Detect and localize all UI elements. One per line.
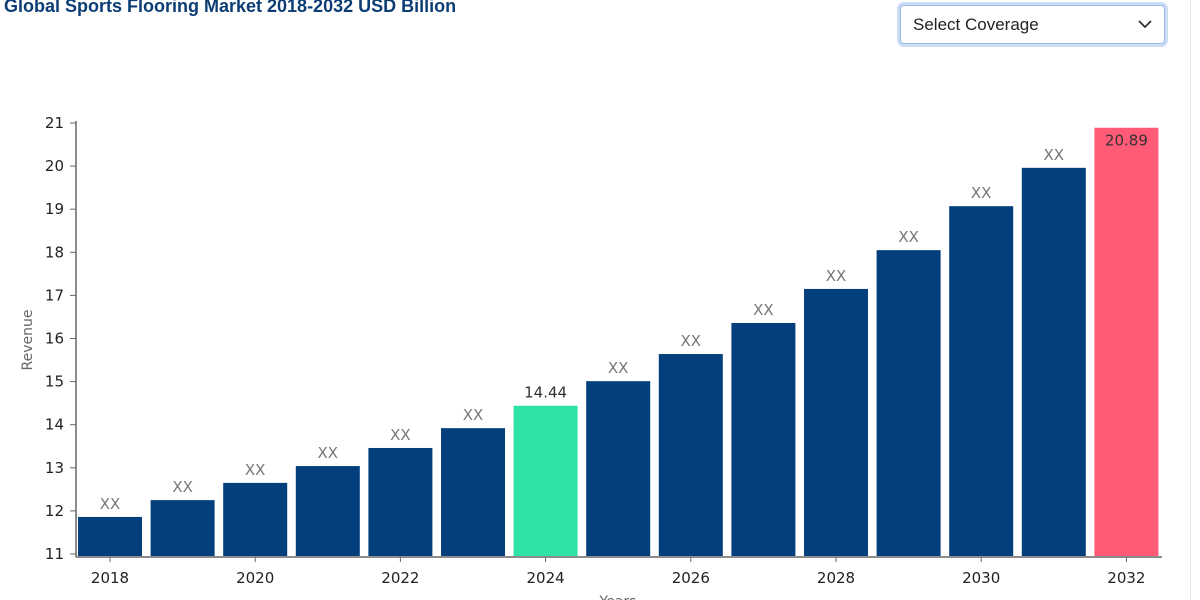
x-tick-label: 2018 — [91, 569, 129, 587]
data-label: XX — [753, 301, 774, 319]
data-label: XX — [826, 267, 847, 285]
bar-2019 — [150, 500, 215, 556]
bar-2025 — [586, 381, 651, 556]
bar-2026 — [658, 354, 723, 556]
x-tick-label: 2022 — [381, 569, 419, 587]
x-axis-label: Years — [599, 594, 637, 600]
data-label: XX — [898, 228, 919, 246]
bar-2022 — [368, 447, 433, 556]
y-tick-label: 13 — [45, 459, 64, 477]
y-tick-label: 12 — [45, 502, 64, 520]
data-label: XX — [245, 461, 266, 479]
y-tick-label: 16 — [45, 330, 64, 348]
coverage-select-value: Select Coverage — [913, 14, 1039, 34]
bar-2027 — [731, 322, 796, 556]
data-label: XX — [318, 444, 339, 462]
bar-2020 — [223, 482, 288, 556]
bar-2023 — [441, 428, 505, 556]
bar-2032 — [1094, 127, 1159, 556]
bar-2024 — [513, 405, 578, 556]
data-label: XX — [1044, 146, 1065, 164]
bar-2029 — [876, 250, 941, 556]
data-label: XX — [463, 406, 484, 424]
x-tick-label: 2020 — [236, 569, 274, 587]
data-label: XX — [681, 332, 702, 350]
coverage-select[interactable]: Select Coverage — [900, 5, 1165, 44]
bar-2018 — [78, 516, 142, 556]
y-tick-label: 14 — [45, 416, 64, 434]
x-tick-label: 2024 — [527, 569, 565, 587]
divider — [1190, 0, 1191, 600]
bar-2021 — [295, 466, 360, 556]
data-label: XX — [971, 184, 992, 202]
y-tick-label: 21 — [45, 114, 64, 132]
data-label: 20.89 — [1105, 132, 1148, 150]
data-label: XX — [608, 359, 629, 377]
bar-2030 — [949, 206, 1014, 557]
x-tick-label: 2030 — [962, 569, 1000, 587]
y-tick-label: 19 — [45, 200, 64, 218]
data-label: 14.44 — [524, 384, 567, 402]
y-tick-label: 18 — [45, 243, 64, 261]
bar-2031 — [1021, 167, 1086, 556]
y-tick-label: 15 — [45, 373, 64, 391]
x-tick-label: 2028 — [817, 569, 855, 587]
data-label: XX — [172, 478, 193, 496]
y-axis-label: Revenue — [20, 310, 36, 371]
x-tick-label: 2026 — [672, 569, 710, 587]
chevron-down-icon — [1138, 20, 1152, 29]
chart-title: Global Sports Flooring Market 2018-2032 … — [4, 0, 457, 16]
y-tick-label: 17 — [45, 286, 64, 304]
data-label: XX — [390, 426, 411, 444]
y-tick-label: 20 — [45, 157, 64, 175]
x-tick-label: 2032 — [1107, 569, 1145, 587]
y-tick-label: 11 — [45, 545, 64, 563]
bar-2028 — [804, 288, 868, 556]
data-label: XX — [100, 495, 121, 513]
